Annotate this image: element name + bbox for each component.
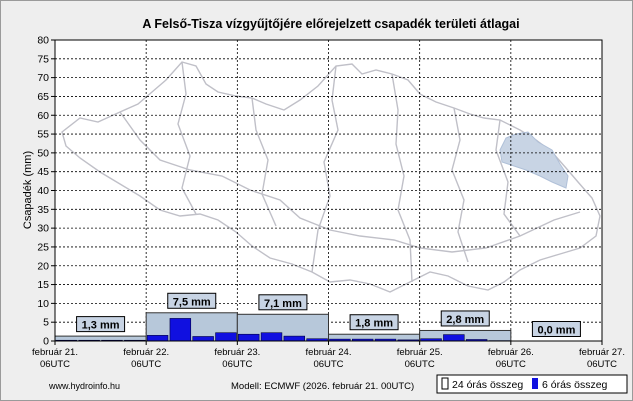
y-tick-label: 65 <box>37 91 49 103</box>
daily-label-box <box>76 316 126 333</box>
website-label: www.hydroinfo.hu <box>48 381 120 391</box>
six-hour-bar <box>215 332 237 342</box>
x-tick-label-date: február 26. <box>488 347 534 358</box>
y-tick-label: 45 <box>37 166 49 178</box>
upper-tisza-highlight <box>499 131 569 189</box>
daily-value-label: 1,3 mm <box>82 320 120 332</box>
six-hour-bar <box>443 334 465 342</box>
y-axis: 0 5 10 15 20 25 30 35 40 45 50 55 60 65 70 75 80 <box>37 35 55 348</box>
model-label: Modell: ECMWF (2026. február 21. 00UTC) <box>231 381 414 392</box>
y-tick-label: 5 <box>43 317 49 329</box>
x-tick-label-time: 06UTC <box>313 359 343 370</box>
y-tick-label: 10 <box>37 298 49 310</box>
y-tick-label: 0 <box>43 336 49 348</box>
legend-swatch-24h <box>441 377 449 390</box>
y-tick-label: 20 <box>37 260 49 272</box>
six-hour-bar <box>169 318 192 342</box>
x-tick-label-time: 06UTC <box>405 359 435 370</box>
x-tick-label-date: február 25. <box>397 347 443 358</box>
daily-label-box <box>531 321 581 337</box>
daily-value-label: 7,1 mm <box>264 298 302 310</box>
daily-label-box <box>258 294 308 311</box>
legend: 24 órás összeg 6 órás összeg <box>436 374 628 394</box>
x-tick-label-date: február 22. <box>123 347 169 358</box>
y-tick-label: 75 <box>37 53 49 65</box>
legend-swatch-6h <box>532 378 538 389</box>
daily-value-label: 7,5 mm <box>173 296 211 308</box>
legend-label-6h: 6 órás összeg <box>542 379 608 391</box>
x-tick-label-time: 06UTC <box>587 359 617 370</box>
y-tick-label: 50 <box>37 147 49 159</box>
chart-title: A Felső-Tisza vízgyűjtőjére előrejelzett… <box>142 17 519 31</box>
y-axis-label: Csapadék (mm) <box>22 151 34 229</box>
six-hour-bar <box>283 335 306 342</box>
x-tick-label-date: február 23. <box>214 347 260 358</box>
y-tick-label: 55 <box>37 129 49 141</box>
six-hour-bar <box>260 332 283 342</box>
x-tick-label-time: 06UTC <box>40 359 70 370</box>
daily-label-box <box>349 314 399 331</box>
basin-map-illustration <box>61 61 601 293</box>
daily-value-label: 0,0 mm <box>537 325 575 337</box>
daily-label-box <box>440 310 490 327</box>
legend-label-24h: 24 órás összeg <box>452 379 523 391</box>
daily-value-labels: 1,3 mm 7,5 mm 7,1 mm 1,8 mm 2,8 mm 0,0 mm <box>76 292 581 337</box>
y-tick-label: 30 <box>37 223 49 235</box>
y-tick-label: 15 <box>37 279 49 291</box>
x-tick-label-date: február 24. <box>306 347 352 358</box>
daily-value-label: 2,8 mm <box>446 314 484 326</box>
x-tick-label-date: február 27. <box>579 347 625 358</box>
y-tick-label: 60 <box>37 110 49 122</box>
six-hour-bar <box>238 333 260 342</box>
y-tick-label: 35 <box>37 204 49 216</box>
y-tick-label: 25 <box>37 241 49 253</box>
y-tick-label: 70 <box>37 72 49 84</box>
x-tick-label-time: 06UTC <box>131 359 161 370</box>
six-hour-bar <box>192 336 214 342</box>
daily-value-label: 1,8 mm <box>355 318 393 330</box>
y-tick-label: 80 <box>37 35 49 47</box>
six-hour-bar <box>146 335 169 342</box>
x-tick-label-time: 06UTC <box>496 359 526 370</box>
daily-label-box <box>167 292 217 309</box>
y-tick-label: 40 <box>37 185 49 197</box>
x-tick-label-time: 06UTC <box>222 359 252 370</box>
x-tick-label-date: február 21. <box>32 347 78 358</box>
